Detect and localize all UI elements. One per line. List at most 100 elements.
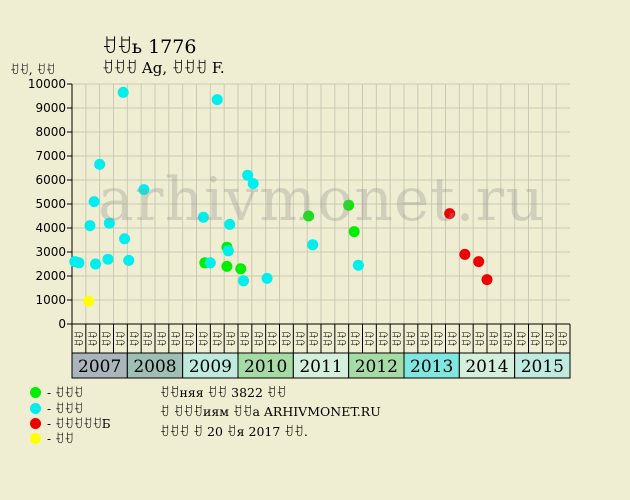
quarter-label: ꀀꀀ: [489, 331, 501, 347]
quarter-label: ꀀꀀ: [475, 331, 487, 347]
data-point: [224, 218, 236, 230]
data-point: [261, 272, 273, 284]
quarter-label: ꀀꀀ: [337, 331, 349, 347]
quarter-label: ꀀꀀ: [351, 331, 363, 347]
data-point: [73, 257, 85, 269]
data-point: [221, 260, 233, 272]
data-point: [204, 257, 216, 269]
quarter-label: ꀀꀀ: [74, 331, 86, 347]
year-band: [514, 352, 571, 379]
data-point: [242, 169, 254, 181]
quarter-label: ꀀꀀ: [323, 331, 335, 347]
cyan-dot-icon: [30, 402, 41, 414]
quarter-label: ꀀꀀ: [503, 331, 515, 347]
year-band: [237, 352, 294, 379]
year-label: 2015: [521, 357, 564, 377]
data-point: [94, 158, 106, 170]
data-point: [307, 239, 319, 251]
legend-label: - ꀀꀀꀀ: [47, 402, 83, 416]
year-label: 2013: [410, 357, 453, 377]
data-point: [138, 184, 150, 196]
quarter-label: ꀀꀀ: [309, 331, 321, 347]
quarter-label: ꀀꀀ: [364, 331, 376, 347]
data-point: [459, 248, 471, 260]
y-tick-label: 7000: [35, 149, 66, 163]
data-point: [103, 217, 115, 229]
info-average-price: ꀀꀀняя ꀀꀀ 3822 ꀀꀀ: [160, 385, 287, 400]
data-point: [352, 259, 364, 271]
info-source: ꀀ ꀀꀀꀀиям ꀀꀀа ARHIVMONET.RU: [160, 404, 381, 419]
legend-item-yellow: - ꀀꀀ: [30, 430, 74, 446]
quarter-label: ꀀꀀ: [157, 331, 169, 347]
quarter-label: ꀀꀀ: [295, 331, 307, 347]
data-point: [222, 245, 234, 257]
data-point: [303, 210, 315, 222]
quarter-label: ꀀꀀ: [544, 331, 556, 347]
quarter-label: ꀀꀀ: [226, 331, 238, 347]
quarter-label: ꀀꀀ: [406, 331, 418, 347]
data-point: [117, 86, 129, 98]
year-label: 2008: [133, 357, 176, 377]
quarter-label: ꀀꀀ: [212, 331, 224, 347]
quarter-label: ꀀꀀ: [530, 331, 542, 347]
data-point: [348, 226, 360, 238]
year-band: [348, 352, 405, 379]
legend-label: - ꀀꀀꀀꀀꀀБ: [47, 417, 111, 431]
quarter-label: ꀀꀀ: [143, 331, 155, 347]
y-tick-label: 6000: [35, 173, 66, 187]
data-point: [90, 258, 102, 270]
quarter-label: ꀀꀀ: [102, 331, 114, 347]
year-band: [403, 352, 460, 379]
quarter-label: ꀀꀀ: [185, 331, 197, 347]
data-point: [211, 94, 223, 106]
quarter-label: ꀀꀀ: [434, 331, 446, 347]
quarter-label: ꀀꀀ: [420, 331, 432, 347]
legend-label: - ꀀꀀ: [47, 432, 74, 446]
quarter-label: ꀀꀀ: [447, 331, 459, 347]
quarter-label: ꀀꀀ: [268, 331, 280, 347]
data-point: [123, 254, 135, 266]
year-label: 2011: [299, 357, 342, 377]
yellow-dot-icon: [30, 432, 41, 444]
y-tick-label: 1000: [35, 293, 66, 307]
year-band: [71, 352, 128, 379]
data-point: [481, 274, 493, 286]
quarter-label: ꀀꀀ: [171, 331, 183, 347]
y-tick-label: 2000: [35, 269, 66, 283]
year-label: 2009: [189, 357, 232, 377]
data-point: [102, 253, 114, 265]
data-point: [88, 196, 100, 208]
quarter-label: ꀀꀀ: [461, 331, 473, 347]
quarter-label: ꀀꀀ: [240, 331, 252, 347]
year-label: 2007: [78, 357, 121, 377]
quarter-label: ꀀꀀ: [129, 331, 141, 347]
y-axis-label: ꀀꀀ, ꀀꀀ: [10, 63, 56, 77]
info-date: ꀀꀀꀀ ꀀ 20 ꀀя 2017 ꀀꀀ.: [160, 424, 308, 439]
legend-item-red: - ꀀꀀꀀꀀꀀБ: [30, 415, 111, 431]
year-band: [458, 352, 516, 379]
legend-item-green: - ꀀꀀꀀ: [30, 384, 83, 400]
y-tick-label: 4000: [35, 221, 66, 235]
data-point: [119, 233, 131, 245]
chart-subtitle: ꀀꀀꀀ Ag, ꀀꀀꀀ F.: [102, 59, 225, 77]
data-point: [473, 256, 485, 268]
quarter-label: ꀀꀀ: [198, 331, 210, 347]
quarter-label: ꀀꀀ: [254, 331, 266, 347]
chart-title: ꀀꀀь 1776: [102, 36, 197, 58]
green-dot-icon: [30, 386, 41, 398]
y-tick-label: 3000: [35, 245, 66, 259]
data-point: [343, 199, 355, 211]
red-dot-icon: [30, 417, 41, 429]
data-point: [444, 208, 456, 220]
quarter-label: ꀀꀀ: [517, 331, 529, 347]
y-tick-label: 9000: [35, 101, 66, 115]
quarter-label: ꀀꀀ: [88, 331, 100, 347]
year-label: 2010: [244, 357, 287, 377]
data-point: [84, 220, 96, 232]
year-label: 2012: [355, 357, 398, 377]
quarter-label: ꀀꀀ: [378, 331, 390, 347]
quarter-label: ꀀꀀ: [115, 331, 127, 347]
y-tick-label: 5000: [35, 197, 66, 211]
legend-item-cyan: - ꀀꀀꀀ: [30, 400, 83, 416]
